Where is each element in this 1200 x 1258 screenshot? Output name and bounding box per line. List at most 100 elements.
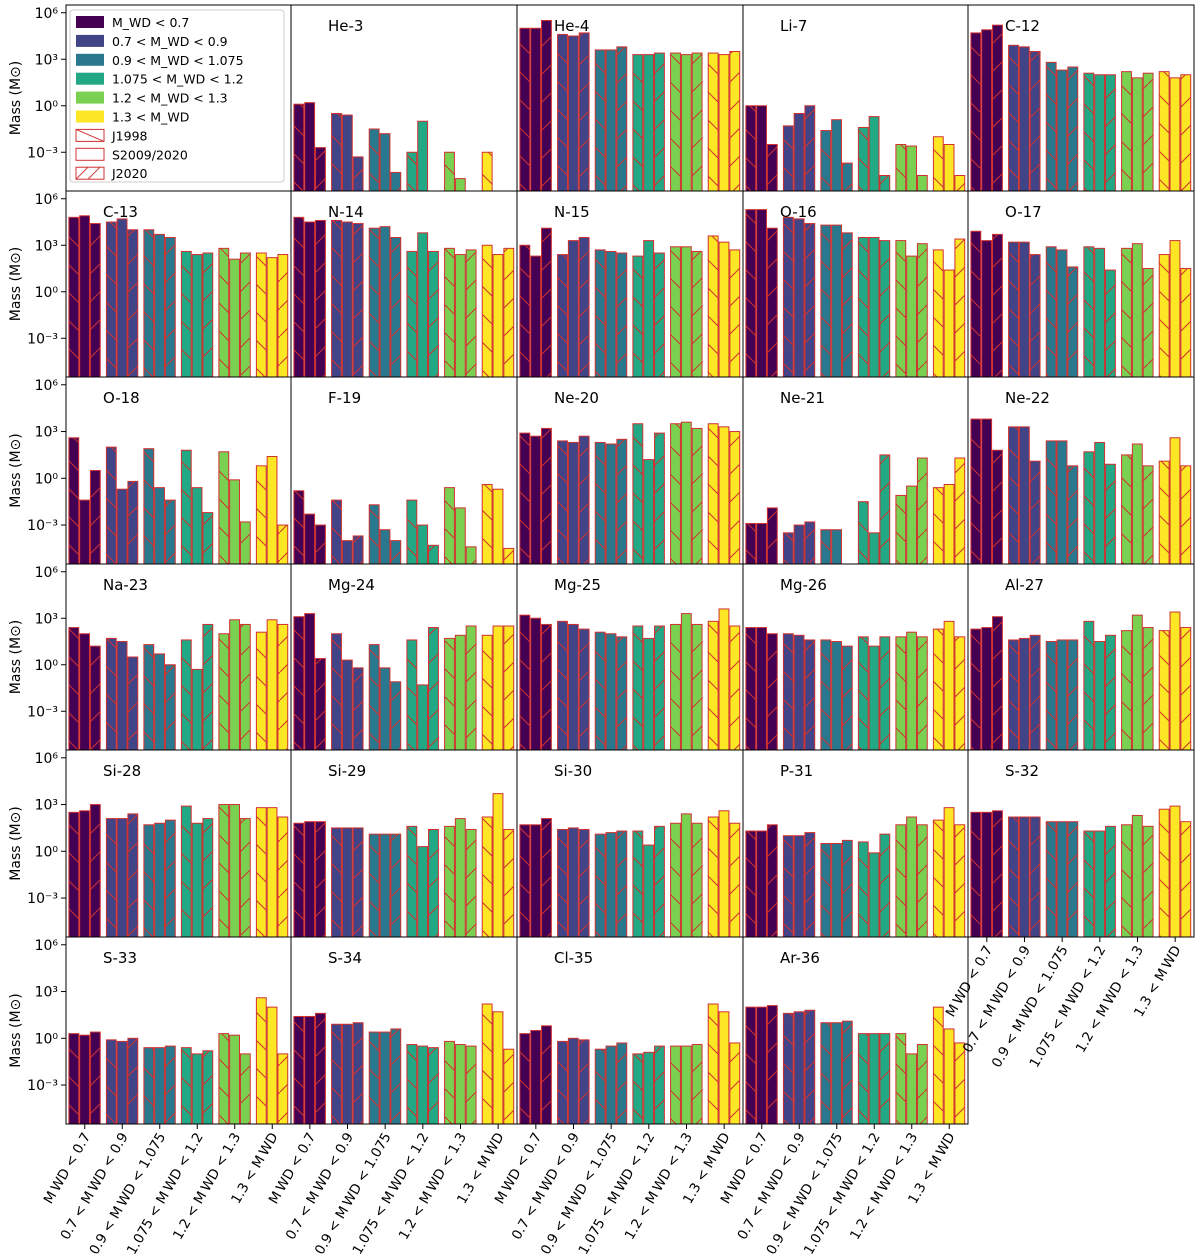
bar-hatch [165,237,176,377]
bar-hatch [595,632,606,750]
bar-hatch [1067,465,1078,564]
bar-hatch [68,217,79,377]
bar [756,522,767,565]
bar-hatch [654,1046,665,1124]
bar-hatch [68,437,79,564]
bar [191,487,203,565]
bar-hatch [1030,254,1041,377]
panel-al-27: Al-27 [970,576,1192,751]
bar [756,209,767,378]
y-tick-label: 10⁻³ [27,145,58,161]
y-axis-label: Mass (M⊙) [8,247,24,321]
bar-hatch [240,624,251,750]
bar-hatch [632,831,643,937]
bar-hatch [820,843,831,937]
bar-hatch [1008,242,1019,377]
bar-hatch [165,500,176,564]
bar [1094,641,1106,751]
bar-hatch [541,20,552,191]
bar [567,35,579,192]
bar-hatch [879,1033,890,1124]
panel-n-15: N-15 [519,203,741,378]
bar-hatch [444,152,455,191]
bar [567,827,579,938]
bar-hatch [482,1004,493,1124]
bar [981,811,993,938]
bar-hatch [127,813,138,937]
bar-hatch [106,1039,117,1124]
x-tick-label: 1.2 < M WD < 1.3 [396,1130,470,1243]
panel-title: P-31 [780,762,813,780]
bar [1056,69,1068,192]
bar-hatch [1046,641,1057,750]
bar [266,257,278,378]
bar-hatch [654,53,665,191]
y-axis-label: Mass (M⊙) [8,433,24,507]
bar-hatch [1105,635,1116,750]
legend-box [69,9,285,183]
bar [417,120,429,192]
y-tick-label: 10⁰ [35,1031,59,1047]
bar-hatch [390,172,401,191]
bar-hatch [1159,254,1170,377]
bar [680,613,692,751]
bar [718,241,730,378]
bar-hatch [595,834,606,937]
panel-s-32: S-32 [970,762,1192,938]
bar-hatch [1083,73,1094,191]
bar-hatch [541,624,552,750]
panel-s-33: S-33 [68,949,289,1125]
bar-hatch [783,532,794,564]
bar [1169,611,1181,751]
legend-swatch [76,16,104,28]
bar-hatch [692,53,703,191]
bar [1131,814,1143,938]
bar-hatch [745,209,756,377]
bar [341,659,353,751]
legend-swatch [75,147,105,161]
bar [304,221,316,378]
bar-hatch [1067,67,1078,191]
bar-hatch [503,548,514,564]
bar-hatch [143,824,154,937]
bar-hatch [917,175,928,191]
bar-hatch [541,1025,552,1124]
panel-title: N-15 [554,203,590,221]
bar-hatch [444,248,455,377]
bar-hatch [444,638,455,750]
bar [266,1006,278,1125]
bar-hatch [390,681,401,750]
bar-hatch [1121,248,1132,377]
y-tick-label: 10³ [35,985,58,1001]
bar [643,240,655,378]
bar [1018,816,1030,938]
bar [831,641,842,751]
bar-hatch [895,495,906,564]
panel-p-31: P-31 [745,762,966,938]
bar [793,835,805,938]
bar-hatch [482,635,493,750]
legend-hatch [87,166,101,180]
bar-hatch [917,243,928,377]
bar-hatch [428,1047,439,1124]
x-axis-labels: M WD < 0.70.7 < M WD < 0.90.9 < M WD < 1… [41,1124,282,1258]
bar-hatch [369,129,380,191]
y-tick-label: 10⁻³ [27,1078,58,1094]
bar-hatch [692,428,703,564]
bar [116,641,128,751]
bar-hatch [1067,266,1078,377]
bar-hatch [804,832,815,937]
bar-hatch [917,824,928,937]
bar-hatch [406,639,417,750]
bar-hatch [954,458,965,564]
y-tick-label: 10⁻³ [27,704,58,720]
bar [304,513,316,565]
bar-hatch [708,423,719,564]
bar-hatch [202,818,213,937]
bar-hatch [632,1053,643,1124]
bar [454,178,466,192]
panel-o-16: O-16 [745,203,966,378]
bar-hatch [670,423,681,564]
bar-hatch [218,451,229,564]
bar [154,233,165,378]
